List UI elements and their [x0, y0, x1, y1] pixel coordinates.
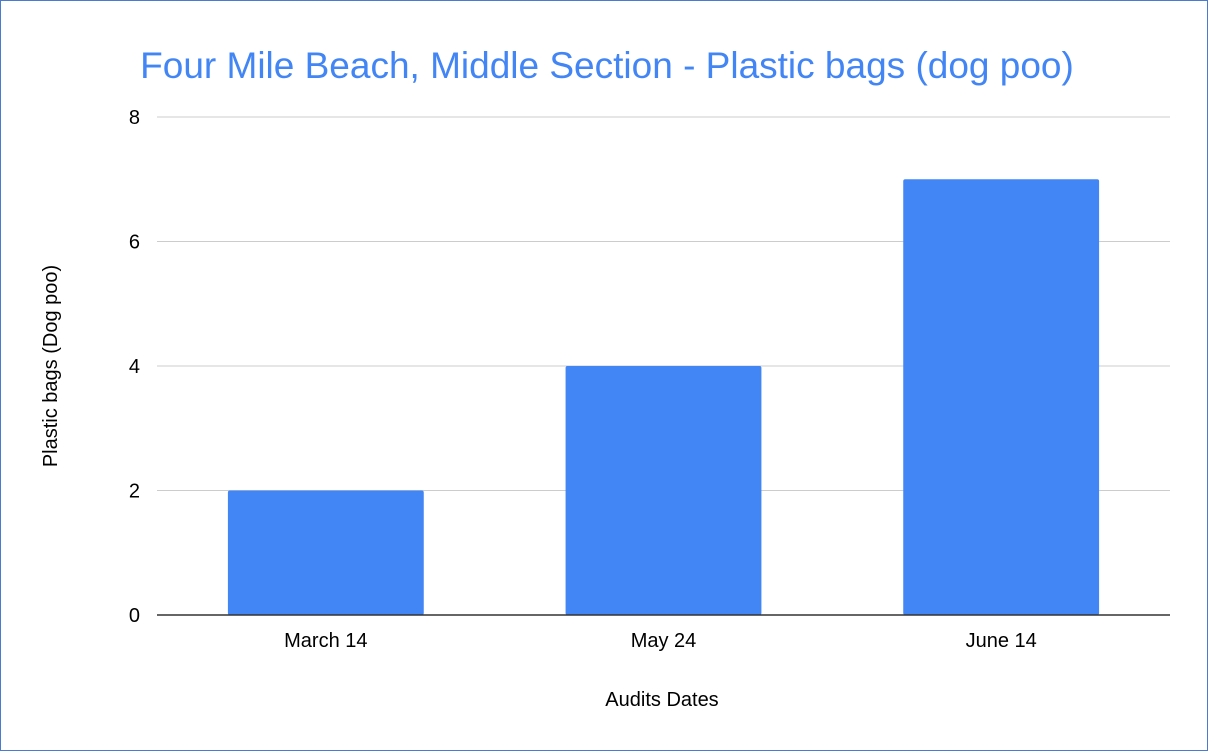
x-axis-ticks: March 14 May 24 June 14 — [284, 630, 1037, 652]
y-tick-label: 6 — [129, 232, 140, 254]
y-tick-label: 8 — [129, 107, 140, 129]
x-axis-title: Audits Dates — [605, 689, 718, 711]
bar — [227, 490, 424, 615]
y-tick-label: 2 — [129, 481, 140, 503]
x-tick-label: May 24 — [631, 630, 697, 652]
y-tick-label: 0 — [129, 605, 140, 627]
bar — [903, 179, 1100, 615]
chart-title: Four Mile Beach, Middle Section - Plasti… — [140, 45, 1074, 86]
y-tick-label: 4 — [129, 356, 140, 378]
x-tick-label: June 14 — [966, 630, 1037, 652]
y-axis-ticks: 0 2 4 6 8 — [129, 107, 140, 627]
bars — [157, 179, 1170, 616]
y-axis-title: Plastic bags (Dog poo) — [40, 265, 62, 467]
x-tick-label: March 14 — [284, 630, 367, 652]
bar — [565, 366, 762, 615]
